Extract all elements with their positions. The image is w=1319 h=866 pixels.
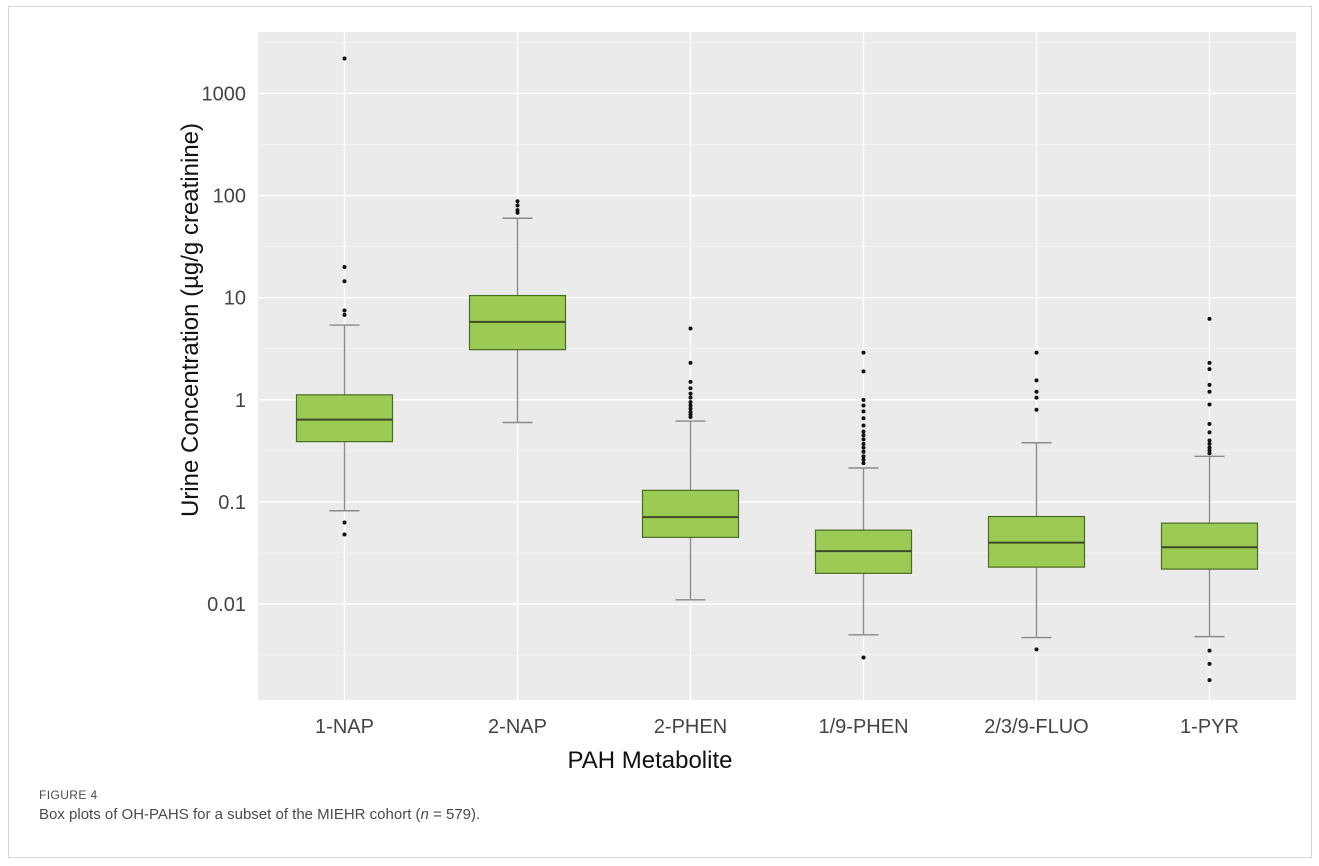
outlier-point <box>861 350 866 355</box>
outlier-point <box>1207 389 1212 394</box>
box-2-nap <box>468 199 567 424</box>
outlier-point <box>1207 648 1212 653</box>
outlier-point <box>861 454 866 459</box>
outlier-point <box>688 403 693 408</box>
outlier-point <box>1034 647 1039 652</box>
box-2-phen <box>641 326 740 601</box>
box-1-nap <box>295 56 394 537</box>
outlier-point <box>688 400 693 405</box>
outlier-point <box>861 461 866 466</box>
outlier-point <box>688 406 693 411</box>
outlier-point <box>688 414 693 419</box>
outlier-point <box>1034 378 1039 383</box>
x-tick-label: 1/9-PHEN <box>818 716 908 738</box>
box-iqr <box>295 394 394 443</box>
outlier-point <box>1207 430 1212 435</box>
caption-text: Box plots of OH-PAHS for a subset of the… <box>39 806 1299 823</box>
outlier-point <box>688 379 693 384</box>
y-tick-label: 0.1 <box>218 492 246 514</box>
box-2-3-9-fluo <box>987 350 1086 652</box>
outlier-point <box>861 445 866 450</box>
x-tick-label: 2-NAP <box>488 716 547 738</box>
outlier-point <box>861 416 866 421</box>
outlier-point <box>1034 395 1039 400</box>
outlier-point <box>515 199 520 204</box>
outlier-point <box>342 264 347 269</box>
outlier-point <box>1207 402 1212 407</box>
y-axis-label: Urine Concentration (µg/g creatinine) <box>177 123 204 517</box>
outlier-point <box>688 386 693 391</box>
outlier-point <box>861 437 866 442</box>
caption-prefix: Box plots of OH-PAHS for a subset of the… <box>39 806 421 823</box>
x-tick-label: 2-PHEN <box>654 716 727 738</box>
outlier-point <box>861 397 866 402</box>
x-tick-label: 1-PYR <box>1180 716 1239 738</box>
outlier-point <box>861 655 866 660</box>
outlier-point <box>688 360 693 365</box>
x-tick-label: 2/3/9-FLUO <box>984 716 1088 738</box>
outlier-point <box>861 433 866 438</box>
x-tick-label: 1-NAP <box>315 716 374 738</box>
outlier-point <box>1034 407 1039 412</box>
box-iqr <box>641 489 740 538</box>
box-1-9-phen <box>814 350 913 660</box>
outlier-point <box>342 279 347 284</box>
outlier-point <box>342 520 347 525</box>
y-tick-label: 1000 <box>202 83 247 105</box>
outlier-point <box>1207 360 1212 365</box>
outlier-point <box>1207 448 1212 453</box>
outlier-point <box>861 369 866 374</box>
outlier-point <box>515 203 520 208</box>
x-axis-label: PAH Metabolite <box>568 747 733 774</box>
box-1-pyr <box>1160 316 1259 683</box>
outlier-point <box>1207 678 1212 683</box>
outlier-point <box>861 423 866 428</box>
outlier-point <box>861 457 866 462</box>
plot-panel <box>258 32 1296 700</box>
caption-n-symbol: n <box>420 806 429 823</box>
outlier-point <box>1034 350 1039 355</box>
figure-label: FIGURE 4 <box>39 788 98 802</box>
y-tick-label: 10 <box>224 288 246 310</box>
outlier-point <box>1207 421 1212 426</box>
outlier-point <box>342 308 347 313</box>
outlier-point <box>688 326 693 331</box>
outlier-point <box>861 409 866 414</box>
box-plot-chart: 0.01 0.1 1 10 100 1000 1-NAP 2-NAP 2-PHEN 1/9-PH… <box>177 32 1296 774</box>
outlier-point <box>342 532 347 537</box>
outlier-point <box>688 391 693 396</box>
y-tick-label: 100 <box>213 186 246 208</box>
figure-caption: FIGURE 4 Box plots of OH-PAHS for a subs… <box>39 788 1299 823</box>
caption-suffix: = 579). <box>428 806 481 823</box>
box-iqr <box>1160 522 1259 570</box>
outlier-point <box>1207 661 1212 666</box>
outlier-point <box>861 449 866 454</box>
outlier-point <box>1034 389 1039 394</box>
outlier-point <box>1207 382 1212 387</box>
outlier-point <box>342 56 347 61</box>
outlier-point <box>1207 441 1212 446</box>
outlier-point <box>1207 367 1212 372</box>
outlier-point <box>861 403 866 408</box>
outlier-point <box>861 429 866 434</box>
outlier-point <box>342 312 347 317</box>
outlier-point <box>1207 438 1212 443</box>
outlier-point <box>1207 451 1212 456</box>
outlier-point <box>515 210 520 215</box>
outlier-point <box>688 395 693 400</box>
y-tick-label: 1 <box>235 390 246 412</box>
y-tick-label: 0.01 <box>207 594 246 616</box>
outlier-point <box>1207 316 1212 321</box>
outlier-point <box>861 441 866 446</box>
